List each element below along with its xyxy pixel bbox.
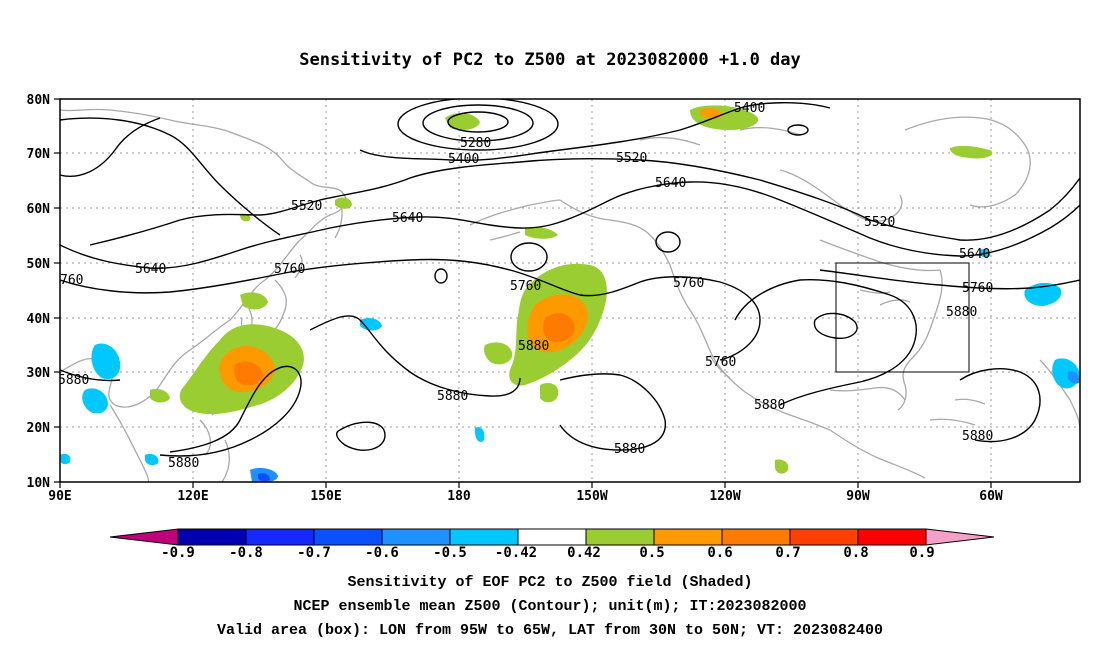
sensitivity-positive bbox=[150, 105, 993, 474]
contour-label: 5640 bbox=[655, 176, 686, 191]
contour-label: 5880 bbox=[962, 429, 993, 444]
contour-label: 760 bbox=[60, 273, 83, 288]
colorbar-label: 0.6 bbox=[707, 545, 732, 561]
sensitivity-negative bbox=[60, 248, 1080, 482]
lat-axis: 80N 70N 60N 50N 40N 30N 20N 10N bbox=[27, 93, 51, 491]
page-title: Sensitivity of PC2 to Z500 at 2023082000… bbox=[299, 50, 801, 70]
colorbar-label: 0.7 bbox=[775, 545, 800, 561]
lon-label: 60W bbox=[979, 489, 1003, 504]
contour-label: 5400 bbox=[448, 152, 479, 167]
colorbar-box bbox=[245, 528, 315, 546]
colorbar-label: -0.6 bbox=[365, 545, 399, 561]
contour-label: 5880 bbox=[168, 456, 199, 471]
contour-label: 5520 bbox=[616, 151, 647, 166]
caption-valid-area: Valid area (box): LON from 95W to 65W, L… bbox=[216, 622, 884, 639]
contour-label: 5400 bbox=[734, 101, 765, 116]
lat-label: 20N bbox=[27, 421, 51, 436]
contour-label: 5640 bbox=[392, 211, 423, 226]
lon-label: 120E bbox=[177, 489, 208, 504]
colorbar-label: 0.42 bbox=[567, 545, 601, 561]
contour-label: 5520 bbox=[864, 215, 895, 230]
lat-label: 50N bbox=[27, 257, 51, 272]
colorbar-label: -0.42 bbox=[495, 545, 537, 561]
contour-label: 5880 bbox=[946, 305, 977, 320]
map-frame bbox=[59, 98, 1081, 483]
lat-label: 40N bbox=[27, 312, 51, 327]
tick-marks bbox=[54, 98, 992, 488]
contour-label: 5880 bbox=[58, 373, 89, 388]
lon-label: 120W bbox=[709, 489, 740, 504]
colorbar bbox=[109, 528, 995, 546]
caption-shaded: Sensitivity of EOF PC2 to Z500 field (Sh… bbox=[347, 574, 753, 591]
lat-label: 80N bbox=[27, 93, 51, 108]
contour-label: 5520 bbox=[291, 199, 322, 214]
lat-label: 60N bbox=[27, 202, 51, 217]
contour-label-group: 5280 5400 5400 5520 5520 5520 5640 5640 … bbox=[58, 101, 993, 471]
colorbar-max-arrow bbox=[925, 528, 995, 546]
colorbar-label: 0.8 bbox=[843, 545, 868, 561]
lat-label: 70N bbox=[27, 147, 51, 162]
valid-area-box bbox=[835, 262, 970, 373]
lon-label: 150E bbox=[310, 489, 341, 504]
contour-label: 5280 bbox=[460, 136, 491, 151]
colorbar-box bbox=[653, 528, 723, 546]
lon-label: 90E bbox=[48, 489, 71, 504]
lon-label: 180 bbox=[447, 489, 471, 504]
colorbar-box bbox=[449, 528, 519, 546]
lat-label: 30N bbox=[27, 366, 51, 381]
colorbar-box bbox=[857, 528, 927, 546]
contour-label: 5880 bbox=[518, 339, 549, 354]
colorbar-box bbox=[381, 528, 451, 546]
contour-label: 5760 bbox=[274, 262, 305, 277]
contour-label: 5760 bbox=[510, 279, 541, 294]
contour-label: 5760 bbox=[705, 355, 736, 370]
lon-label: 150W bbox=[576, 489, 607, 504]
colorbar-min-arrow bbox=[109, 528, 179, 546]
colorbar-label: 0.9 bbox=[909, 545, 934, 561]
colorbar-label: -0.8 bbox=[229, 545, 263, 561]
lon-label: 90W bbox=[846, 489, 870, 504]
colorbar-box bbox=[789, 528, 859, 546]
gridlines bbox=[60, 99, 1080, 482]
contour-label: 5880 bbox=[437, 389, 468, 404]
contour-label: 5760 bbox=[673, 276, 704, 291]
contour-label: 5640 bbox=[135, 262, 166, 277]
contour-label: 5880 bbox=[754, 398, 785, 413]
contour-label: 5640 bbox=[959, 247, 990, 262]
lat-label: 10N bbox=[27, 476, 51, 491]
contour-label: 5760 bbox=[962, 281, 993, 296]
z500-contours bbox=[60, 99, 1080, 457]
colorbar-box bbox=[177, 528, 247, 546]
colorbar-box bbox=[313, 528, 383, 546]
caption-contour: NCEP ensemble mean Z500 (Contour); unit(… bbox=[293, 598, 807, 615]
colorbar-label: 0.5 bbox=[639, 545, 664, 561]
colorbar-labels: -0.9 -0.8 -0.7 -0.6 -0.5 -0.42 0.42 0.5 … bbox=[161, 545, 935, 561]
colorbar-box bbox=[585, 528, 655, 546]
colorbar-box bbox=[517, 528, 587, 546]
colorbar-label: -0.7 bbox=[297, 545, 331, 561]
colorbar-box bbox=[721, 528, 791, 546]
colorbar-label: -0.5 bbox=[433, 545, 467, 561]
colorbar-label: -0.9 bbox=[161, 545, 195, 561]
lon-axis: 90E 120E 150E 180 150W 120W 90W 60W bbox=[48, 489, 1003, 504]
contour-label: 5880 bbox=[614, 442, 645, 457]
